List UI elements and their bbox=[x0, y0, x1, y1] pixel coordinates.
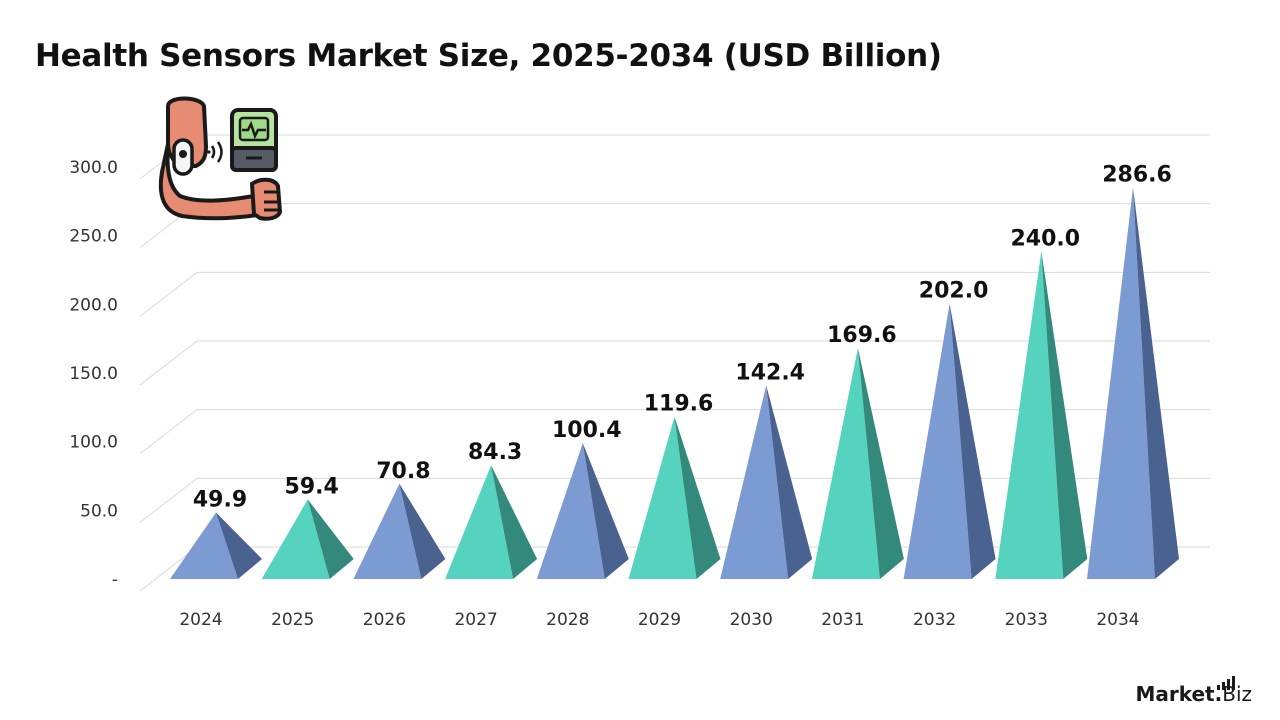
chart-title: Health Sensors Market Size, 2025-2034 (U… bbox=[35, 38, 942, 74]
pyramid-bar-front bbox=[1087, 187, 1155, 580]
y-tick-label: 50.0 bbox=[80, 501, 118, 521]
gridline-diagonal bbox=[139, 409, 198, 455]
arm-wearable-sensor-phone-icon bbox=[158, 96, 283, 221]
pyramid-bar-side bbox=[307, 499, 354, 579]
gridline-diagonal bbox=[139, 340, 198, 386]
y-tick-label: 250.0 bbox=[69, 227, 118, 247]
data-label: 70.8 bbox=[376, 459, 430, 484]
labels-layer: 49.9 2024 59.4 2025 70.8 2026 84.3 2027 100.4 202… bbox=[179, 162, 1171, 630]
data-label: 100.4 bbox=[552, 418, 622, 443]
brand-logo-main: Market bbox=[1135, 682, 1215, 706]
pyramid-bar-side bbox=[857, 348, 904, 579]
pyramid-bar-side bbox=[674, 416, 721, 579]
pyramid-bar-side bbox=[491, 465, 538, 579]
x-tick-label: 2034 bbox=[1096, 610, 1139, 630]
brand-bars-icon bbox=[1217, 676, 1235, 690]
pyramid-bar-side bbox=[216, 512, 262, 579]
gridline-diagonal bbox=[139, 271, 198, 317]
data-label: 240.0 bbox=[1011, 226, 1081, 251]
data-label: 59.4 bbox=[285, 474, 339, 499]
y-tick-label: - bbox=[112, 570, 118, 590]
x-tick-label: 2032 bbox=[913, 610, 956, 630]
y-tick-label: 100.0 bbox=[69, 433, 118, 453]
data-label: 142.4 bbox=[735, 360, 805, 385]
data-label: 169.6 bbox=[827, 323, 897, 348]
pyramid-bar-side bbox=[949, 303, 996, 579]
x-tick-label: 2028 bbox=[546, 610, 589, 630]
data-label: 84.3 bbox=[468, 440, 522, 465]
x-tick-label: 2027 bbox=[454, 610, 497, 630]
pyramid-bar-side bbox=[1133, 187, 1179, 580]
pyramid-bar-front bbox=[811, 348, 880, 579]
pyramid-bar-front bbox=[628, 416, 697, 579]
data-label: 286.6 bbox=[1102, 162, 1172, 187]
x-tick-label: 2024 bbox=[179, 610, 222, 630]
data-label: 202.0 bbox=[919, 279, 989, 304]
pyramid-bar-side bbox=[1041, 251, 1088, 579]
pyramid-bar-front bbox=[536, 443, 605, 579]
pyramid-bar-front bbox=[445, 465, 514, 579]
x-tick-label: 2031 bbox=[821, 610, 864, 630]
pyramid-bar-front bbox=[353, 483, 422, 579]
pyramid-bar-front bbox=[720, 385, 789, 579]
y-tick-label: 300.0 bbox=[69, 158, 118, 178]
pyramid-bar-side bbox=[582, 443, 629, 579]
pyramid-bar-front bbox=[170, 512, 238, 579]
pyramid-bar-side bbox=[399, 483, 446, 579]
pyramid-bar-side bbox=[766, 385, 813, 579]
brand-logo-dot: . bbox=[1214, 682, 1223, 706]
bars-layer bbox=[170, 187, 1179, 580]
x-tick-label: 2033 bbox=[1005, 610, 1048, 630]
x-tick-label: 2029 bbox=[638, 610, 681, 630]
pyramid-bar-front bbox=[995, 251, 1064, 579]
x-tick-label: 2025 bbox=[271, 610, 314, 630]
brand-logo: Market. Biz bbox=[1135, 682, 1252, 706]
x-tick-label: 2030 bbox=[730, 610, 773, 630]
pyramid-bar-front bbox=[261, 499, 330, 579]
y-tick-label: 200.0 bbox=[69, 295, 118, 315]
pyramid-bar-front bbox=[903, 303, 972, 579]
y-tick-label: 150.0 bbox=[69, 364, 118, 384]
gridline-diagonal bbox=[139, 477, 198, 523]
data-label: 49.9 bbox=[193, 487, 247, 512]
x-tick-label: 2026 bbox=[363, 610, 406, 630]
data-label: 119.6 bbox=[644, 392, 714, 417]
